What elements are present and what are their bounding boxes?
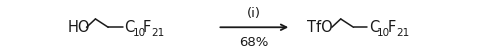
Text: (i): (i)	[248, 7, 262, 20]
Text: HO: HO	[68, 20, 90, 35]
Text: F: F	[143, 20, 152, 35]
Text: C: C	[368, 20, 379, 35]
Text: C: C	[124, 20, 135, 35]
Text: 21: 21	[152, 28, 165, 38]
Text: 10: 10	[133, 28, 146, 38]
Text: 21: 21	[396, 28, 409, 38]
Text: F: F	[387, 20, 396, 35]
Text: 68%: 68%	[240, 36, 269, 49]
Text: TfO: TfO	[306, 20, 332, 35]
Text: 10: 10	[377, 28, 390, 38]
